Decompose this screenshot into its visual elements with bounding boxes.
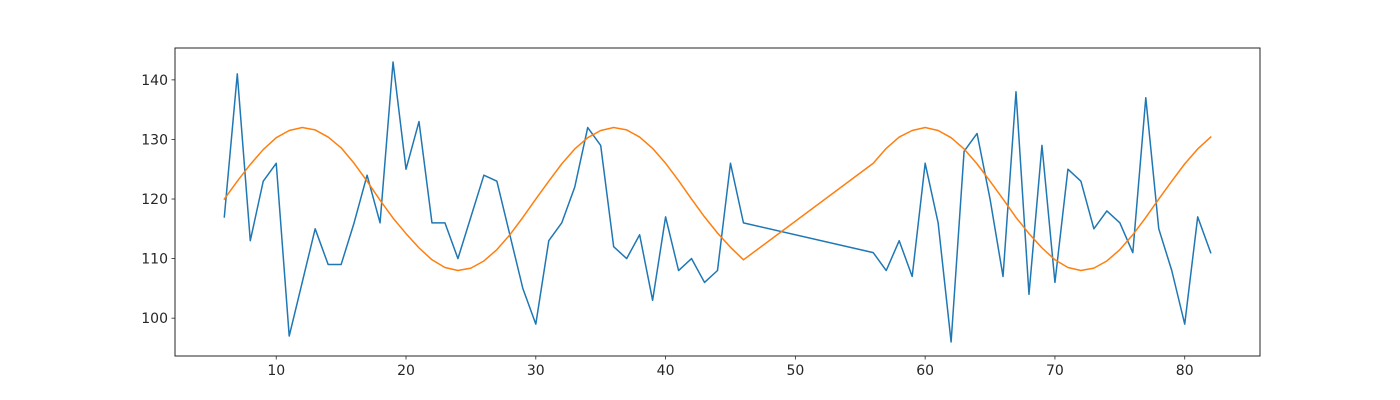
series-layer xyxy=(223,61,1212,343)
x-tick-label: 40 xyxy=(657,363,675,379)
y-tick-label: 110 xyxy=(141,252,168,268)
series-2-line xyxy=(223,126,1212,272)
x-tick-label: 70 xyxy=(1046,363,1064,379)
x-tick-label: 10 xyxy=(267,363,285,379)
y-tick-label: 140 xyxy=(141,73,168,89)
y-tick-label: 100 xyxy=(141,311,168,327)
plot-frame xyxy=(174,47,1261,357)
x-tick-label: 60 xyxy=(916,363,934,379)
x-tick-label: 50 xyxy=(786,363,804,379)
x-tick-label: 30 xyxy=(527,363,545,379)
y-tick-label: 130 xyxy=(141,132,168,148)
plot-background xyxy=(175,48,1260,356)
y-tick-label: 120 xyxy=(141,192,168,208)
x-tick-label: 80 xyxy=(1176,363,1194,379)
x-tick-label: 20 xyxy=(397,363,415,379)
axis-layer: 10 20 30 40 50 60 70 80 100 110 120 130 140 xyxy=(141,73,1193,379)
